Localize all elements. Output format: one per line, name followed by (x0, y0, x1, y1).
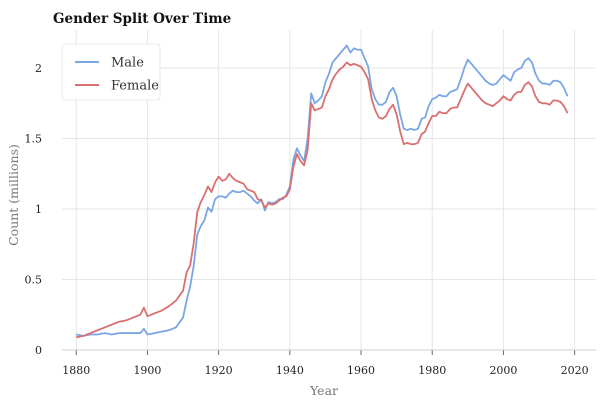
x-tick-label: 1940 (276, 364, 304, 377)
x-tick-label: 1960 (347, 364, 375, 377)
x-tick-label: 1900 (133, 364, 161, 377)
y-tick-label: 0.5 (25, 274, 43, 287)
legend-label-female: Female (111, 79, 159, 94)
y-tick-label: 0 (35, 344, 42, 357)
legend-label-male: Male (111, 56, 144, 71)
x-tick-label: 1920 (205, 364, 233, 377)
series-line-female (76, 61, 569, 339)
axes: 0 0.5 1 1.5 2 1880 1900 1920 1940 1960 1980 2000 202… (25, 62, 596, 377)
series-line-male (76, 44, 569, 337)
y-tick-label: 2 (35, 62, 42, 75)
x-tick-label: 2020 (561, 364, 589, 377)
y-tick-label: 1.5 (25, 133, 43, 146)
x-axis-label: Year (309, 383, 338, 398)
legend: Male Female (61, 43, 161, 101)
y-tick-label: 1 (35, 203, 42, 216)
y-axis-label: Count (millions) (6, 144, 21, 246)
series-lines (76, 44, 569, 339)
x-tick-label: 1980 (418, 364, 446, 377)
x-tick-label: 1880 (62, 364, 90, 377)
chart-title: Gender Split Over Time (53, 11, 231, 27)
x-tick-label: 2000 (489, 364, 517, 377)
